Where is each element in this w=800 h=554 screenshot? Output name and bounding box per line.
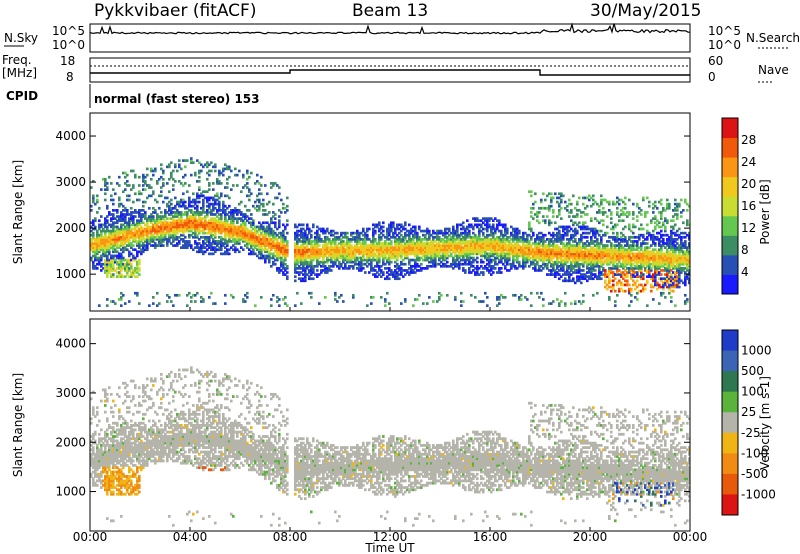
colorbar-tick-label: 16 <box>741 199 756 213</box>
colorbar-tick-label: -1000 <box>741 487 776 501</box>
power-y-ticks: 1000 2000 3000 4000 <box>55 129 690 281</box>
power-panel: 1000 2000 3000 4000 Slant Range [km] <box>11 112 691 312</box>
nsearch-label: N.Search <box>746 31 800 45</box>
y-tick-label: 3000 <box>55 175 86 189</box>
noise-tick-top-left: 10^5 <box>52 24 85 38</box>
nave-tick-top: 60 <box>708 54 723 68</box>
noise-tick-bottom-left: 10^0 <box>52 38 85 52</box>
cpid-label: CPID <box>6 89 38 103</box>
velocity-colorbar: 1000 500 100 25 -25 -100 -500 -1000 <box>721 329 776 516</box>
noise-tick-bottom-right: 10^0 <box>708 38 741 52</box>
colorbar-tick-label: -100 <box>741 446 768 460</box>
colorbar-tick-label: -25 <box>741 426 761 440</box>
colorbar-tick-label: 8 <box>741 243 749 257</box>
x-tick-label: 00:00 <box>73 530 108 544</box>
colorbar-tick-label: 25 <box>741 405 756 419</box>
freq-tick-bottom: 8 <box>66 70 74 84</box>
power-colorbar: 4 8 12 16 20 24 28 <box>721 117 756 295</box>
freq-label: Freq. <box>2 53 32 67</box>
y-tick-label: 4000 <box>55 129 86 143</box>
y-tick-label: 1000 <box>55 485 86 499</box>
y-tick-label: 4000 <box>55 337 86 351</box>
nave-label: Nave <box>758 63 789 77</box>
beam-title: Beam 13 <box>352 1 428 21</box>
x-tick-label: 04:00 <box>173 530 208 544</box>
freq-unit: [MHz] <box>2 66 37 80</box>
y-tick-label: 3000 <box>55 386 86 400</box>
date-title: 30/May/2015 <box>590 1 702 21</box>
noise-tick-top-right: 10^5 <box>708 24 741 38</box>
x-axis-label: Time UT <box>364 541 415 554</box>
colorbar-tick-label: 1000 <box>741 344 772 358</box>
nsky-label: N.Sky <box>4 31 38 45</box>
velocity-colorbar-label: Velocity [m s-1] <box>758 376 772 470</box>
velocity-y-ticks: 1000 2000 3000 4000 <box>55 337 690 499</box>
power-heatmap <box>90 157 690 307</box>
power-ylabel: Slant Range [km] <box>11 160 25 264</box>
x-axis: 00:00 04:00 08:00 12:00 16:00 20:00 00:00 <box>73 307 708 544</box>
noise-panel: N.Sky 10^5 10^0 10^5 10^0 N.Search <box>4 22 800 53</box>
colorbar-tick-label: 24 <box>741 155 756 169</box>
y-tick-label: 1000 <box>55 267 86 281</box>
colorbar-tick-label: 4 <box>741 265 749 279</box>
colorbar-tick-label: -500 <box>741 467 768 481</box>
x-tick-label: 20:00 <box>573 530 608 544</box>
power-colorbar-label: Power [dB] <box>758 179 772 244</box>
freq-trace <box>90 69 690 76</box>
x-tick-label: 00:00 <box>673 530 708 544</box>
velocity-panel: 1000 2000 3000 4000 Slant Range [km] <box>11 318 691 532</box>
colorbar-tick-label: 100 <box>741 385 764 399</box>
velocity-ylabel: Slant Range [km] <box>11 373 25 477</box>
nave-tick-bottom: 0 <box>708 70 716 84</box>
freq-tick-top: 18 <box>60 54 75 68</box>
freq-panel: Freq. [MHz] 18 8 60 0 Nave <box>2 53 789 84</box>
noise-trace <box>89 22 690 35</box>
y-tick-label: 2000 <box>55 221 86 235</box>
colorbar-tick-label: 12 <box>741 221 756 235</box>
x-tick-label: 12:00 <box>373 530 408 544</box>
velocity-heatmap <box>90 366 690 527</box>
cpid-panel: CPID normal (fast stereo) 153 <box>6 84 260 108</box>
y-tick-label: 2000 <box>55 435 86 449</box>
colorbar-tick-label: 500 <box>741 364 764 378</box>
x-tick-label: 16:00 <box>473 530 508 544</box>
x-tick-label: 08:00 <box>273 530 308 544</box>
colorbar-tick-label: 28 <box>741 133 756 147</box>
station-title: Pykkvibaer (fitACF) <box>94 1 256 21</box>
colorbar-tick-label: 20 <box>741 177 756 191</box>
cpid-text: normal (fast stereo) 153 <box>94 92 260 106</box>
